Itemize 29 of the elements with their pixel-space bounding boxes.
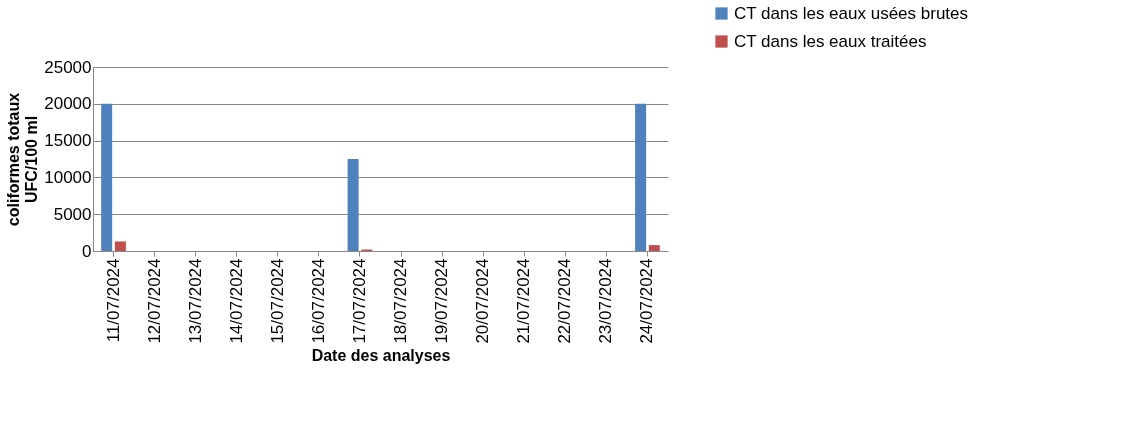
- x-axis-title: Date des analyses: [311, 346, 451, 364]
- x-tick-label: 12/07/2024: [144, 258, 164, 344]
- x-tick-label: 17/07/2024: [349, 258, 369, 344]
- y-tick-label: 20000: [44, 94, 92, 114]
- x-tick-label: 24/07/2024: [637, 258, 657, 344]
- x-tick-label: 11/07/2024: [103, 258, 123, 343]
- x-tick-label: 16/07/2024: [308, 258, 328, 344]
- x-tick-label: 13/07/2024: [185, 258, 205, 344]
- x-tick-label: 15/07/2024: [267, 258, 287, 344]
- bar: [635, 103, 647, 251]
- y-tick-label: 25000: [44, 57, 92, 77]
- x-tick-label: 23/07/2024: [596, 258, 616, 344]
- y-tick-label: 10000: [44, 167, 92, 187]
- y-axis-title: coliformes totaux UFC/100 ml: [5, 92, 41, 227]
- bar: [347, 159, 359, 251]
- bar: [101, 103, 113, 251]
- legend-label: CT dans les eaux usées brutes: [734, 3, 969, 23]
- x-tick-label: 14/07/2024: [226, 258, 246, 344]
- x-tick-label: 22/07/2024: [555, 258, 575, 344]
- y-tick-label: 15000: [44, 131, 92, 151]
- x-tick-label: 20/07/2024: [473, 258, 493, 344]
- x-tick-label: 21/07/2024: [514, 258, 534, 344]
- legend-label: CT dans les eaux traitées: [734, 31, 927, 51]
- x-tick-label: 18/07/2024: [391, 258, 411, 344]
- y-tick-label: 0: [82, 241, 92, 261]
- bar: [114, 241, 126, 251]
- bar: [648, 245, 660, 251]
- y-tick-label: 5000: [53, 204, 92, 224]
- x-tick-label: 19/07/2024: [432, 258, 452, 344]
